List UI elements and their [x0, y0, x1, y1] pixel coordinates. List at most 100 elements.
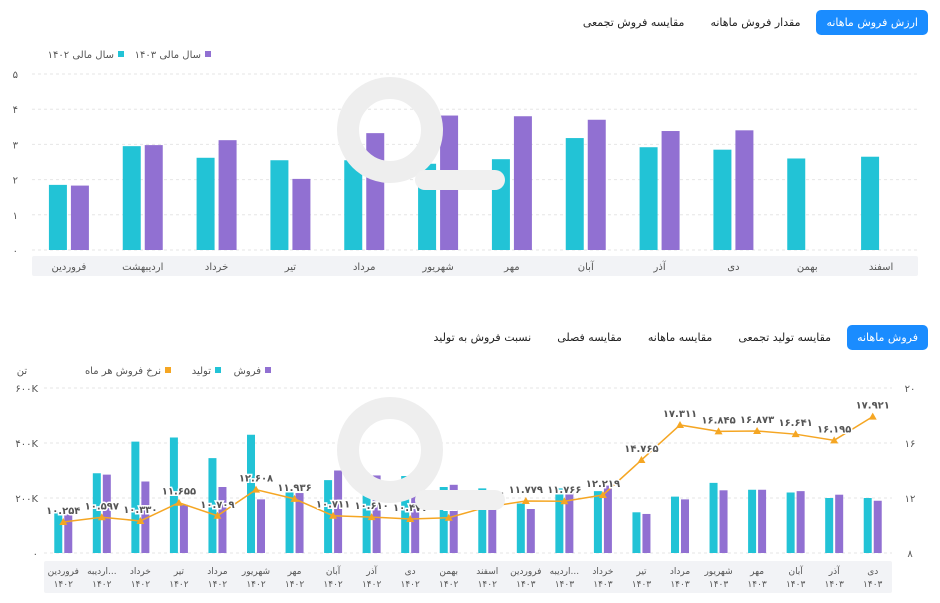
x-tick-month: فروردین: [48, 567, 79, 577]
x-tick-year: ۱۴۰۳: [786, 580, 806, 590]
sales-rate-label: ۱۰.۳۳۰: [123, 505, 157, 516]
sales-rate-point: [59, 518, 68, 526]
legend-label: فروش: [234, 366, 262, 377]
production-bar: [324, 480, 333, 553]
tab-monthly-sales[interactable]: فروش ماهانه: [847, 325, 928, 350]
sales-rate-point: [830, 436, 839, 444]
sales-bar: [334, 470, 343, 553]
sales-rate-point: [367, 513, 376, 521]
sales-rate-point: [252, 485, 260, 493]
x-tick-year: ۱۴۰۳: [747, 580, 767, 590]
bar-1402: [639, 147, 658, 250]
legend-label: سال مالی ۱۴۰۲: [48, 50, 114, 61]
left-y-tick-label: ۶۰۰K: [15, 384, 38, 395]
sales-rate-label: ۱۲.۲۱۹: [586, 479, 620, 490]
sales-bar: [179, 504, 188, 553]
x-tick-month: فروردین: [510, 567, 541, 577]
x-tick-month: شهریور: [703, 567, 732, 577]
tab-cumulative-production-comparison[interactable]: مقایسه تولید تجمعی: [738, 331, 832, 344]
bar-1403: [661, 131, 680, 250]
tab-monthly-comparison[interactable]: مقایسه ماهانه: [647, 331, 713, 344]
bar-1402: [491, 159, 510, 250]
bar-1402: [196, 157, 215, 250]
bar-1403: [513, 116, 532, 251]
bar-1402: [565, 138, 584, 250]
bar-1402: [861, 156, 880, 250]
x-tick-month: خرداد: [130, 567, 151, 577]
x-tick-month: آبان: [788, 565, 803, 577]
y-tick-label: ۱: [13, 211, 18, 222]
production-bar: [208, 458, 217, 553]
x-tick-label: دی: [727, 262, 739, 273]
bar-1402: [122, 146, 141, 250]
x-tick-month: آبان: [326, 565, 341, 577]
bar-1402: [344, 160, 363, 250]
x-tick-month: آذر: [365, 565, 377, 577]
sales-rate-label: ۱۱.۶۵۵: [162, 487, 196, 498]
left-y-tick-label: ۴۰۰K: [15, 439, 38, 450]
production-bar: [516, 503, 525, 553]
tab-sales-to-production-ratio[interactable]: نسبت فروش به تولید: [433, 331, 532, 344]
production-bar: [632, 512, 641, 553]
production-bar: [285, 492, 294, 553]
production-bar: [54, 511, 63, 553]
right-y-tick-label: ۱۶: [905, 439, 916, 450]
sales-bar: [141, 481, 150, 553]
x-tick-label: شهریور: [421, 262, 453, 273]
x-tick-month: اردیبه...: [87, 567, 117, 577]
sales-rate-point: [560, 497, 569, 505]
tab-monthly-sales-value[interactable]: ارزش فروش ماهانه: [816, 10, 928, 35]
bar-1403: [292, 178, 311, 250]
sales-rate-label: ۱۴.۷۶۵: [624, 444, 658, 455]
sales-bar: [642, 513, 651, 553]
production-bar: [671, 496, 679, 553]
x-tick-year: ۱۴۰۳: [593, 580, 613, 590]
sales-rate-label: ۱۱.۳۵۶: [470, 491, 504, 502]
sales-bar: [257, 499, 265, 553]
x-tick-year: ۱۴۰۲: [131, 580, 151, 590]
tab-monthly-sales-quantity[interactable]: مقدار فروش ماهانه: [710, 16, 801, 29]
production-bar: [555, 488, 564, 553]
bar-1403: [366, 133, 385, 250]
sales-rate-label: ۱۶.۸۴۵: [701, 415, 735, 426]
bar-1402: [270, 160, 289, 250]
bar-1402: [418, 163, 437, 250]
x-tick-year: ۱۴۰۲: [439, 580, 459, 590]
production-sales-chart: تن فروش تولید نرخ فروش هر ماه ۶۰۰K ۴۰۰K ۲۰۰K ۰ ۲…: [15, 366, 916, 593]
production-bar: [478, 488, 487, 553]
bar-1402: [48, 184, 67, 250]
sales-rate-point: [714, 427, 723, 435]
left-y-tick-label: ۲۰۰K: [15, 494, 38, 505]
right-y-tick-label: ۱۲: [905, 494, 916, 505]
bar-1403: [735, 130, 754, 250]
x-tick-label: مهر: [503, 262, 519, 273]
production-bar: [863, 498, 872, 553]
tab-cumulative-sales-comparison[interactable]: مقایسه فروش تجمعی: [582, 16, 685, 29]
right-y-tick-label: ۲۰: [905, 384, 916, 395]
sales-rate-point: [868, 412, 877, 420]
legend-label: تولید: [192, 366, 211, 377]
y-tick-label: ۲: [13, 176, 18, 187]
sales-rate-label: ۱۶.۶۴۱: [778, 418, 812, 429]
y-tick-label: ۳: [13, 140, 19, 151]
sales-rate-point: [444, 513, 453, 521]
x-tick-year: ۱۴۰۳: [863, 580, 883, 590]
x-tick-year: ۱۴۰۲: [54, 580, 74, 590]
x-tick-label: مرداد: [353, 262, 376, 273]
x-tick-year: ۱۴۰۳: [632, 580, 652, 590]
tab-seasonal-comparison[interactable]: مقایسه فصلی: [557, 331, 622, 344]
x-tick-month: مهر: [287, 567, 302, 577]
sales-rate-point: [290, 494, 299, 502]
legend-marker: [165, 367, 171, 373]
bar-1403: [440, 115, 459, 250]
legend-marker: [215, 367, 221, 373]
bar-1403: [218, 140, 237, 250]
x-tick-month: مرداد: [670, 567, 690, 577]
right-y-tick-label: ۸: [907, 549, 913, 560]
sales-rate-point: [676, 420, 684, 428]
bottom-tab-bar: فروش ماهانه مقایسه تولید تجمعی مقایسه ما…: [423, 325, 928, 350]
production-bar: [92, 473, 101, 553]
legend-marker: [205, 51, 211, 57]
production-bar: [825, 498, 834, 553]
x-tick-month: بهمن: [439, 567, 458, 577]
